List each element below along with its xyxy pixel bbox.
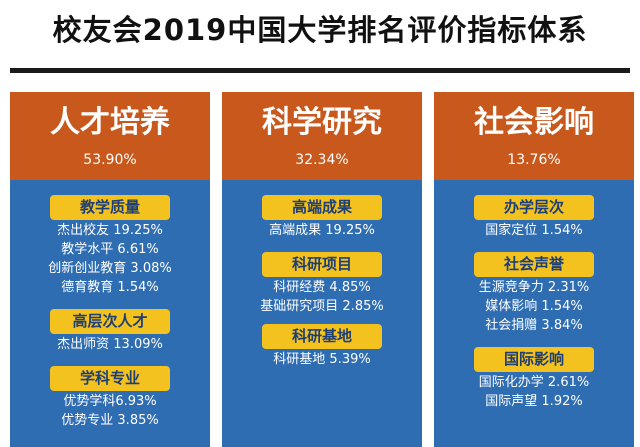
panel-title: 社会影响 [474,105,594,140]
indicator-item: 优势专业 3.85% [61,413,159,428]
indicator-item: 杰出校友 19.25% [57,223,163,238]
panel-percent: 13.76% [507,152,561,168]
sub-header-high-level-talent: 高层次人才 [50,309,170,334]
sub-header-reputation: 社会声誉 [474,252,594,277]
indicator-item: 媒体影响 1.54% [485,299,583,314]
sub-header-research-projects: 科研项目 [262,252,382,277]
indicator-item: 创新创业教育 3.08% [48,261,172,276]
sub-header-teaching-quality: 教学质量 [50,195,170,220]
sub-header-top-achievements: 高端成果 [262,195,382,220]
panel-talent-training: 人才培养 53.90% 教学质量 杰出校友 19.25% 教学水平 6.61% … [10,92,210,447]
panel-percent: 53.90% [83,152,137,168]
indicator-item: 高端成果 19.25% [269,223,375,238]
indicator-item: 基础研究项目 2.85% [260,299,384,314]
sub-header-international-impact: 国际影响 [474,347,594,372]
indicator-item: 教学水平 6.61% [61,242,159,257]
indicator-item: 国际化办学 2.61% [478,375,590,390]
indicator-item: 生源竞争力 2.31% [478,280,590,295]
panel-header: 科学研究 32.34% [222,92,422,180]
sub-header-disciplines: 学科专业 [50,366,170,391]
indicator-item: 德育教育 1.54% [61,280,159,295]
title-divider [10,68,630,73]
panel-title: 人才培养 [50,105,170,140]
indicator-item: 科研经费 4.85% [273,280,371,295]
indicator-item: 社会捐赠 3.84% [485,318,583,333]
indicator-item: 国际声望 1.92% [485,394,583,409]
indicator-item: 杰出师资 13.09% [57,337,163,352]
sub-header-school-level: 办学层次 [474,195,594,220]
panel-title: 科学研究 [262,105,382,140]
panel-header: 社会影响 13.76% [434,92,634,180]
panel-percent: 32.34% [295,152,349,168]
indicator-item: 优势学科6.93% [63,394,157,409]
panel-scientific-research: 科学研究 32.34% 高端成果 高端成果 19.25% 科研项目 科研经费 4… [222,92,422,447]
sub-header-research-bases: 科研基地 [262,324,382,349]
panel-header: 人才培养 53.90% [10,92,210,180]
panel-social-impact: 社会影响 13.76% 办学层次 国家定位 1.54% 社会声誉 生源竞争力 2… [434,92,634,447]
indicator-item: 科研基地 5.39% [273,352,371,367]
indicator-item: 国家定位 1.54% [485,223,583,238]
page-title: 校友会2019中国大学排名评价指标体系 [52,13,588,47]
